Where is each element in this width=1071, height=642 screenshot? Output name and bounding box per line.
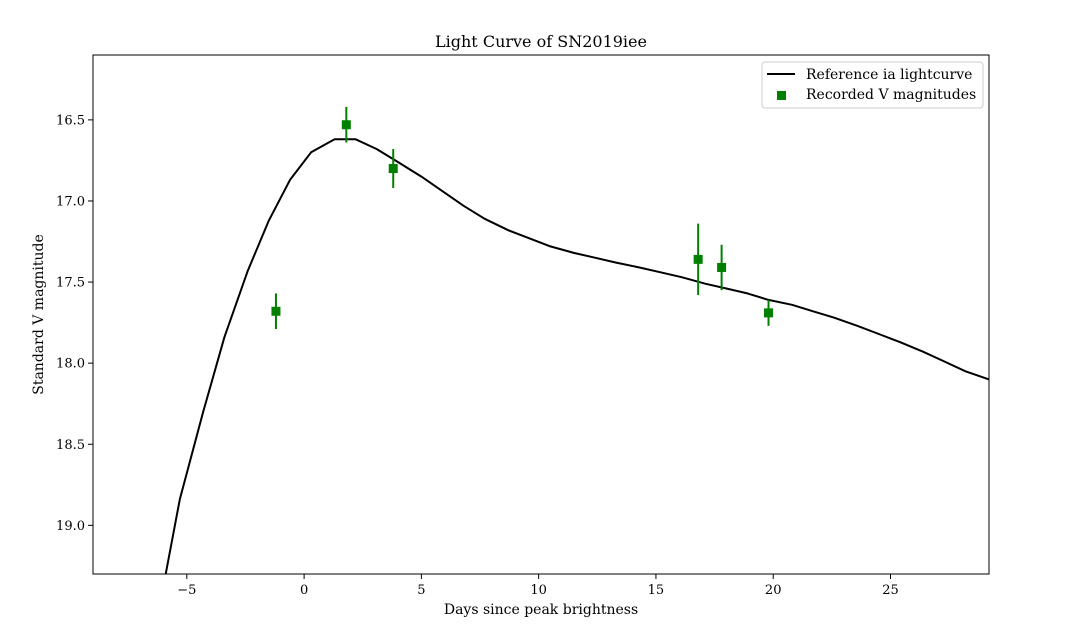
x-tick-label: 15 [648,583,665,598]
data-marker [693,254,703,264]
x-axis: −5 0 5 10 15 20 25 [177,574,899,598]
y-tick-label: 16.5 [56,113,85,128]
recorded-point [341,106,351,143]
plot-area [164,106,989,574]
data-marker [717,262,727,272]
legend-label-reference: Reference ia lightcurve [806,67,972,83]
y-tick-label: 18.5 [56,438,85,453]
x-tick-label: 20 [765,583,782,598]
legend-box [761,61,984,109]
data-marker [341,120,351,130]
y-tick-label: 17.5 [56,276,85,291]
x-axis-label: Days since peak brightness [444,602,638,618]
recorded-point [717,244,727,291]
recorded-point [764,299,774,326]
recorded-point [388,149,398,188]
legend: Reference ia lightcurve Recorded V magni… [761,61,984,109]
data-marker [764,308,774,318]
chart-title: Light Curve of SN2019iee [435,32,647,51]
y-axis: 16.5 17.0 17.5 18.0 18.5 19.0 [56,113,93,534]
x-tick-label: 0 [300,583,308,598]
x-tick-label: 10 [530,583,547,598]
data-marker [388,164,398,174]
x-tick-label: 25 [882,583,899,598]
plot-frame [92,54,990,575]
legend-label-recorded: Recorded V magnitudes [806,87,976,103]
data-marker [271,306,281,316]
y-tick-label: 18.0 [56,357,85,372]
recorded-point [693,223,703,296]
recorded-point [271,293,281,330]
x-tick-label: 5 [417,583,425,598]
y-tick-label: 19.0 [56,519,85,534]
reference-lightcurve-line [164,138,989,574]
y-axis-label: Standard V magnitude [31,234,47,395]
legend-marker-swatch [777,91,786,100]
x-tick-label: −5 [177,583,196,598]
y-tick-label: 17.0 [56,194,85,209]
